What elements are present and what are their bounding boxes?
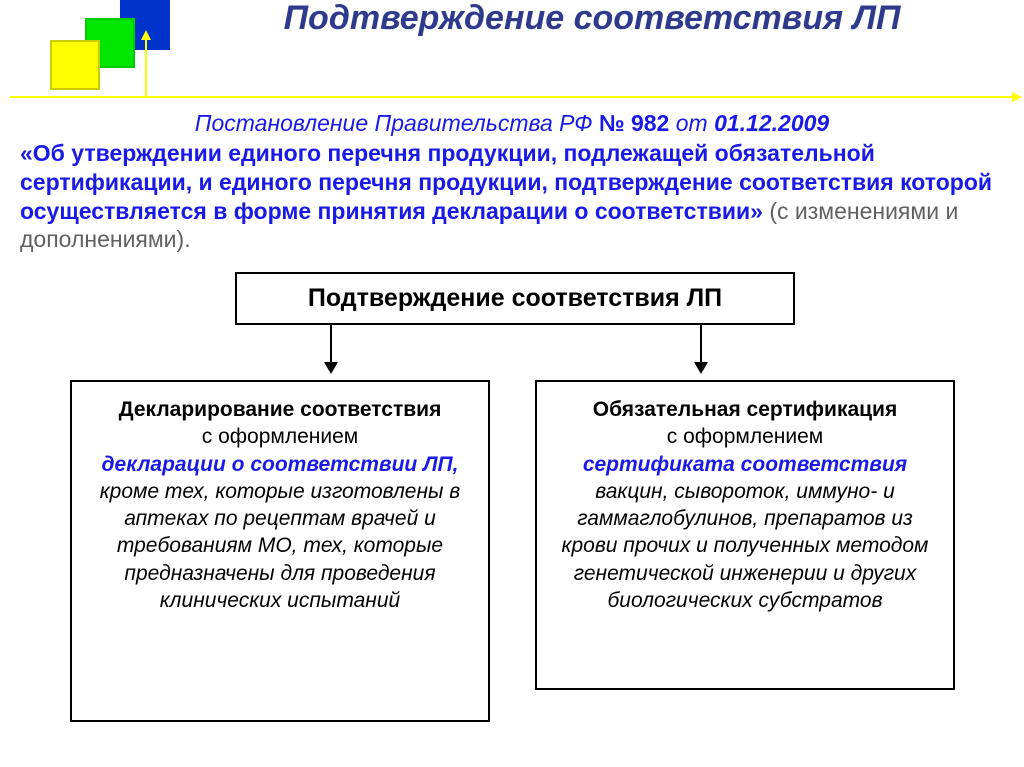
arrow-left-icon bbox=[330, 324, 332, 372]
right-title: Обязательная сертификация bbox=[549, 396, 941, 423]
axis-horizontal-icon bbox=[10, 96, 1014, 98]
root-node: Подтверждение соответствия ЛП bbox=[235, 272, 795, 325]
decree-heading: Постановление Правительства РФ № 982 от … bbox=[20, 110, 1004, 137]
decree-body: «Об утверждении единого перечня продукци… bbox=[20, 139, 1004, 254]
decree-number: № 982 bbox=[599, 110, 669, 136]
content-area: Постановление Правительства РФ № 982 от … bbox=[20, 110, 1004, 742]
arrow-right-icon bbox=[700, 324, 702, 372]
left-rest: кроме тех, которые изготовлены в аптеках… bbox=[100, 480, 461, 612]
logo-yellow-square bbox=[50, 40, 100, 90]
left-node: Декларирование соответствия с оформление… bbox=[70, 380, 490, 722]
right-sub: с оформлением bbox=[549, 423, 941, 450]
flowchart: Подтверждение соответствия ЛП Деклариров… bbox=[20, 272, 1004, 742]
axis-vertical-icon bbox=[145, 38, 147, 98]
logo-squares bbox=[30, 0, 170, 100]
left-emphasis: декларации о соответствии ЛП, кроме тех,… bbox=[84, 451, 476, 615]
decree-from: от bbox=[669, 110, 714, 136]
right-node: Обязательная сертификация с оформлением … bbox=[535, 380, 955, 690]
decree-date: 01.12.2009 bbox=[714, 110, 829, 136]
left-sub: с оформлением bbox=[84, 423, 476, 450]
decree-prefix: Постановление Правительства РФ bbox=[195, 110, 599, 136]
left-title: Декларирование соответствия bbox=[84, 396, 476, 423]
slide-title: Подтверждение соответствия ЛП bbox=[180, 0, 1004, 37]
right-rest: вакцин, сывороток, иммуно- и гаммаглобул… bbox=[549, 478, 941, 614]
right-emphasis: сертификата соответствия bbox=[549, 451, 941, 478]
